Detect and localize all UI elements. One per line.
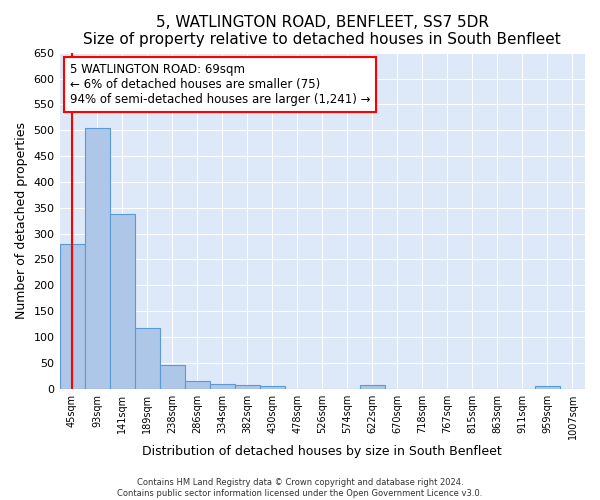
Bar [535, 386, 560, 388]
Bar [85, 128, 110, 388]
Bar [209, 384, 235, 388]
Bar [260, 386, 285, 388]
Bar [185, 381, 209, 388]
Bar [160, 366, 185, 388]
Bar [134, 328, 160, 388]
Y-axis label: Number of detached properties: Number of detached properties [15, 122, 28, 319]
X-axis label: Distribution of detached houses by size in South Benfleet: Distribution of detached houses by size … [142, 444, 502, 458]
Bar [235, 385, 260, 388]
Bar [59, 244, 85, 388]
Text: Contains HM Land Registry data © Crown copyright and database right 2024.
Contai: Contains HM Land Registry data © Crown c… [118, 478, 482, 498]
Bar [110, 214, 134, 388]
Title: 5, WATLINGTON ROAD, BENFLEET, SS7 5DR
Size of property relative to detached hous: 5, WATLINGTON ROAD, BENFLEET, SS7 5DR Si… [83, 15, 561, 48]
Bar [360, 384, 385, 388]
Text: 5 WATLINGTON ROAD: 69sqm
← 6% of detached houses are smaller (75)
94% of semi-de: 5 WATLINGTON ROAD: 69sqm ← 6% of detache… [70, 63, 371, 106]
